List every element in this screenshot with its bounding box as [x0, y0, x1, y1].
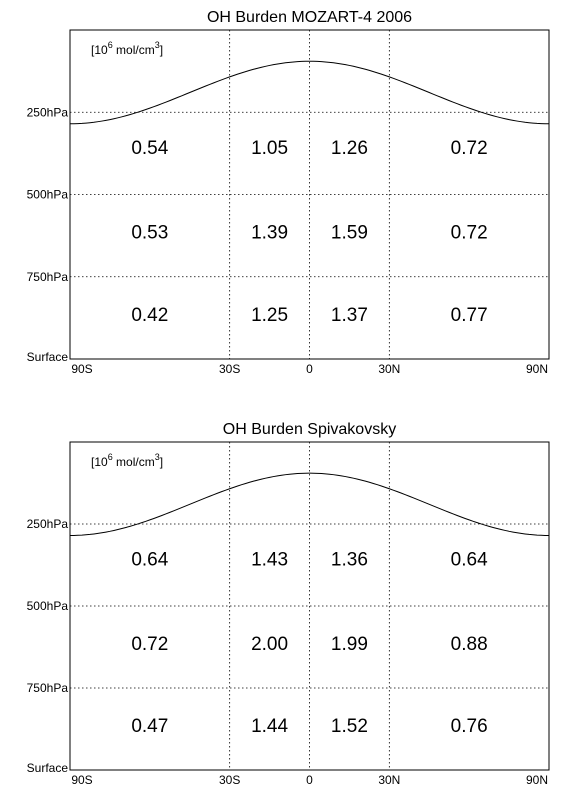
x-tick-label: 90N — [526, 362, 548, 376]
cell-value: 1.43 — [251, 549, 288, 570]
y-tick-label: Surface — [27, 761, 69, 775]
chart-panel-2: OH Burden Spivakovsky [106 mol/cm3] Surfac… — [27, 421, 550, 787]
x-tick-label: 90S — [71, 773, 92, 787]
cell-value: 0.54 — [131, 138, 168, 159]
cell-value: 0.77 — [451, 305, 488, 326]
unit-label: [106 mol/cm3] — [91, 40, 163, 57]
cell-value: 1.44 — [251, 716, 288, 737]
y-tick-label: 500hPa — [27, 188, 69, 202]
y-tick-label: 250hPa — [27, 105, 69, 119]
cell-value: 0.72 — [451, 138, 488, 159]
cell-value: 1.25 — [251, 305, 288, 326]
cell-value: 1.59 — [331, 223, 368, 244]
tropopause-line — [69, 472, 550, 536]
cell-value: 1.99 — [331, 634, 368, 655]
chart-title: OH Burden MOZART-4 2006 — [207, 9, 412, 26]
cell-value: 1.52 — [331, 716, 368, 737]
unit-label: [106 mol/cm3] — [91, 452, 163, 469]
cell-value: 1.05 — [251, 138, 288, 159]
y-tick-label: 750hPa — [27, 681, 69, 695]
cell-value: 2.00 — [251, 634, 288, 655]
x-tick-label: 90S — [71, 362, 92, 376]
x-tick-label: 30N — [378, 773, 400, 787]
cell-value: 0.72 — [131, 634, 168, 655]
cell-value: 0.64 — [131, 549, 168, 570]
cell-value: 1.37 — [331, 305, 368, 326]
y-tick-label: 500hPa — [27, 599, 69, 613]
x-tick-label: 30N — [378, 362, 400, 376]
y-tick-label: 750hPa — [27, 270, 69, 284]
x-tick-label: 0 — [306, 773, 313, 787]
cell-value: 0.47 — [131, 716, 168, 737]
cell-value: 1.26 — [331, 138, 368, 159]
cell-value: 0.76 — [451, 716, 488, 737]
cell-value: 0.88 — [451, 634, 488, 655]
cell-value: 0.53 — [131, 223, 168, 244]
cell-value: 1.36 — [331, 549, 368, 570]
cell-value: 0.72 — [451, 223, 488, 244]
cell-value: 0.64 — [451, 549, 488, 570]
chart-panel-1: OH Burden MOZART-4 2006 [106 mol/cm3] Surf… — [27, 9, 550, 376]
x-tick-label: 90N — [526, 773, 548, 787]
y-tick-label: Surface — [27, 350, 69, 364]
cell-value: 0.42 — [131, 305, 168, 326]
x-tick-label: 30S — [219, 362, 240, 376]
tropopause-line — [69, 60, 550, 125]
chart-title: OH Burden Spivakovsky — [223, 421, 396, 438]
x-tick-label: 30S — [219, 773, 240, 787]
y-tick-label: 250hPa — [27, 517, 69, 531]
cell-value: 1.39 — [251, 223, 288, 244]
x-tick-label: 0 — [306, 362, 313, 376]
